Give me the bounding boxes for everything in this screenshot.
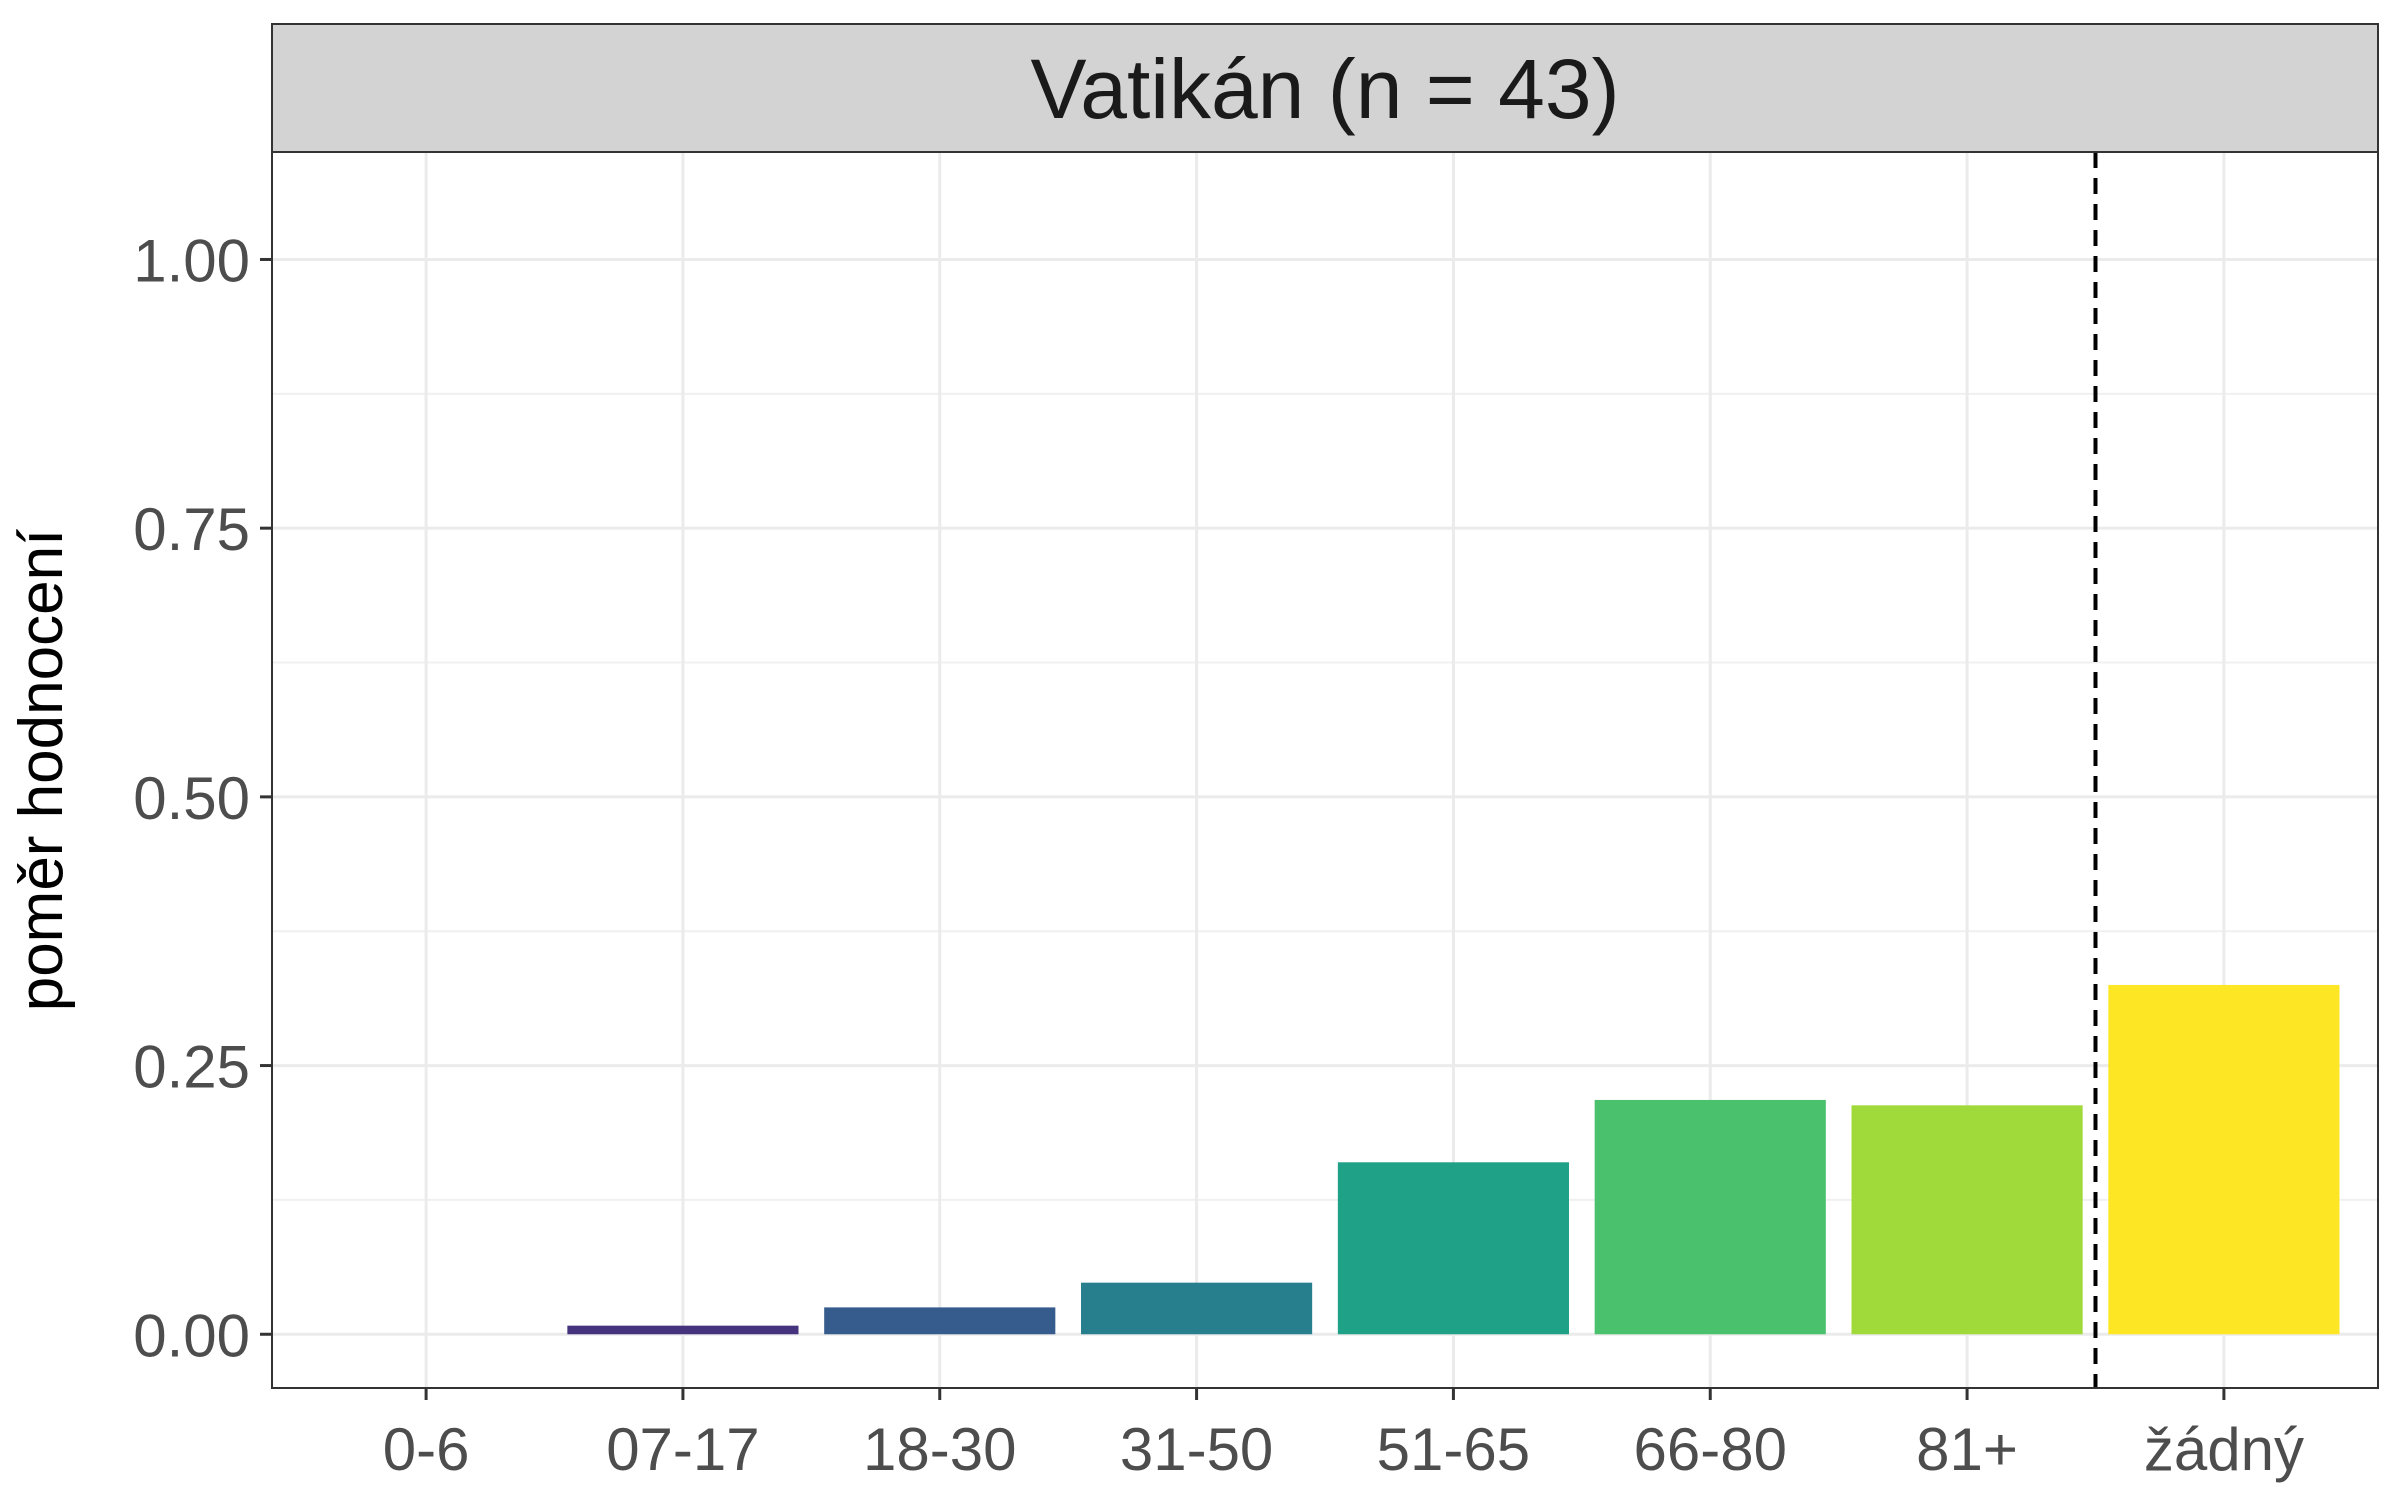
x-tick-label: 07-17 [606, 1416, 759, 1483]
x-tick-label: 31-50 [1120, 1416, 1273, 1483]
y-tick-label: 0.75 [133, 496, 250, 563]
y-tick-label: 0.50 [133, 765, 250, 832]
bar-07-17 [567, 1325, 799, 1335]
bar-žádný [2108, 984, 2340, 1335]
bar-66-80 [1594, 1099, 1826, 1335]
facet-title: Vatikán (n = 43) [1030, 42, 1619, 136]
x-tick-label: 51-65 [1377, 1416, 1530, 1483]
y-axis: 0.00 0.25 0.50 0.75 1.00 [133, 227, 272, 1369]
y-tick-label: 0.25 [133, 1034, 250, 1101]
bars [567, 984, 2340, 1335]
bar-31-50 [1081, 1282, 1313, 1335]
x-tick-label: 81+ [1916, 1416, 2018, 1483]
major-gridlines [272, 152, 2378, 1388]
bar-51-65 [1337, 1162, 1569, 1335]
bar-18-30 [824, 1307, 1056, 1335]
x-tick-label: 18-30 [863, 1416, 1016, 1483]
y-axis-title: poměr hodnocení [7, 529, 76, 1012]
panel-border [271, 151, 2379, 1389]
y-tick-label: 0.00 [133, 1302, 250, 1369]
x-tick-label: 0-6 [383, 1416, 470, 1483]
bar-81+ [1851, 1105, 2083, 1335]
y-tick-label: 1.00 [133, 227, 250, 294]
facet-strip [271, 23, 2379, 153]
x-axis: 0-6 07-17 18-30 31-50 51-65 66-80 81+ žádný [383, 1388, 2304, 1483]
minor-gridlines [272, 392, 2378, 1201]
x-tick-label: žádný [2144, 1416, 2304, 1483]
x-tick-label: 66-80 [1634, 1416, 1787, 1483]
